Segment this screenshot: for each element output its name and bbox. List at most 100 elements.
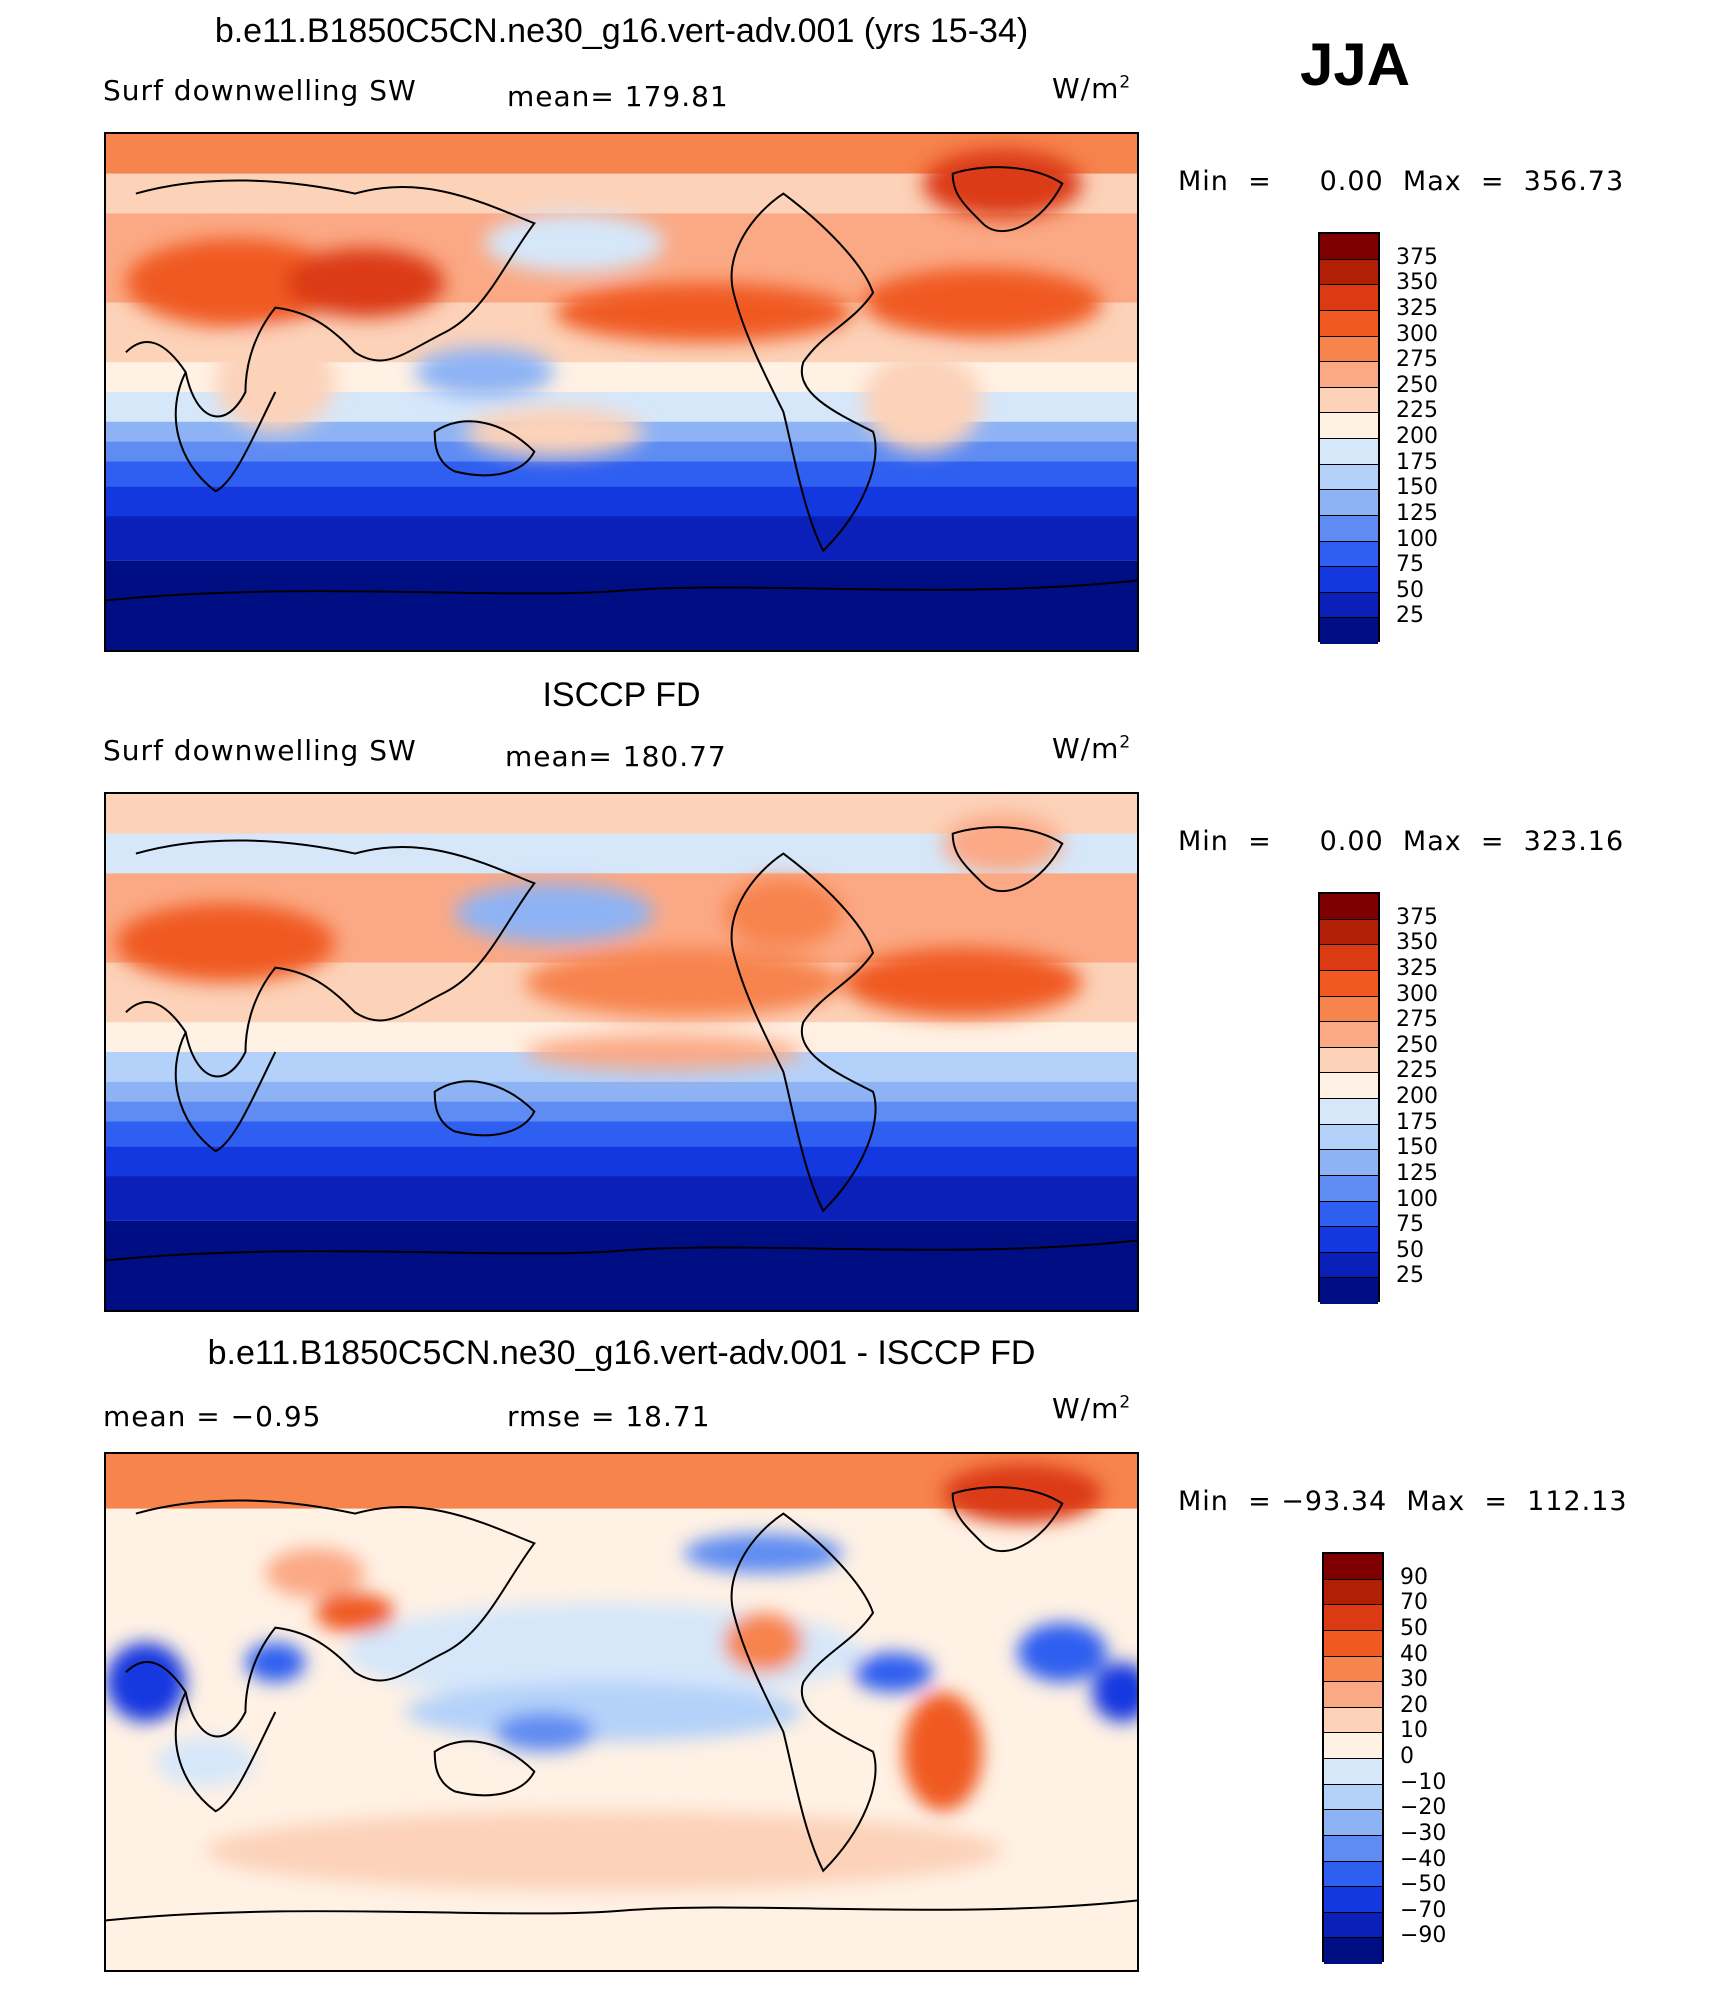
colorbar-tick-label: −30 bbox=[1400, 1820, 1447, 1846]
colorbar-cell bbox=[1320, 945, 1378, 971]
colorbar-cell bbox=[1320, 259, 1378, 286]
colorbar-cell bbox=[1320, 515, 1378, 542]
colorbar-tick-label: 225 bbox=[1396, 1058, 1438, 1084]
colorbar-tick-label: 150 bbox=[1396, 475, 1438, 501]
colorbar-tick-label: 275 bbox=[1396, 347, 1438, 373]
colorbar-cell bbox=[1320, 541, 1378, 568]
colorbar-tick-label: 50 bbox=[1396, 577, 1424, 603]
panel3-minmax: Min = −93.34 Max = 112.13 bbox=[1178, 1486, 1628, 1517]
colorbar-tick-label: 125 bbox=[1396, 500, 1438, 526]
colorbar-cell bbox=[1320, 1278, 1378, 1304]
colorbar-cell bbox=[1324, 1887, 1382, 1913]
colorbar-tick-label: 350 bbox=[1396, 270, 1438, 296]
colorbar-cell bbox=[1320, 362, 1378, 388]
colorbar-cell bbox=[1320, 567, 1378, 593]
panel2-map-svg bbox=[106, 794, 1137, 1310]
colorbar-cell bbox=[1324, 1810, 1382, 1836]
panel1-map-svg bbox=[106, 134, 1137, 650]
colorbar-tick-label: −40 bbox=[1400, 1846, 1447, 1872]
colorbar-cell bbox=[1324, 1579, 1382, 1606]
panel2-colorbar bbox=[1318, 892, 1380, 1304]
colorbar-cell bbox=[1324, 1630, 1382, 1657]
colorbar-cell bbox=[1320, 490, 1378, 516]
panel3-rmse-label: rmse = 18.71 bbox=[507, 1400, 711, 1433]
colorbar-cell bbox=[1324, 1912, 1382, 1939]
colorbar-tick-label: 300 bbox=[1396, 981, 1438, 1007]
panel3-units: W/m2 bbox=[1052, 1392, 1132, 1425]
colorbar-cell bbox=[1320, 310, 1378, 337]
colorbar-cell bbox=[1320, 1227, 1378, 1253]
colorbar-cell bbox=[1320, 387, 1378, 414]
colorbar-tick-label: 100 bbox=[1396, 526, 1438, 552]
panel3-mean-label: mean = −0.95 bbox=[103, 1400, 322, 1433]
colorbar-tick-label: 375 bbox=[1396, 244, 1438, 270]
season-label: JJA bbox=[1300, 31, 1411, 98]
colorbar-tick-label: 175 bbox=[1396, 1109, 1438, 1135]
colorbar-tick-label: 225 bbox=[1396, 398, 1438, 424]
colorbar-cell bbox=[1320, 1073, 1378, 1099]
colorbar-cell bbox=[1324, 1861, 1382, 1888]
colorbar-tick-label: 50 bbox=[1396, 1237, 1424, 1263]
colorbar-tick-label: 75 bbox=[1396, 1212, 1424, 1238]
colorbar-tick-label: 75 bbox=[1396, 552, 1424, 578]
colorbar-cell bbox=[1324, 1784, 1382, 1811]
colorbar-tick-label: 25 bbox=[1396, 603, 1424, 629]
colorbar-cell bbox=[1320, 618, 1378, 644]
colorbar-tick-label: −20 bbox=[1400, 1795, 1447, 1821]
colorbar-cell bbox=[1320, 1124, 1378, 1151]
colorbar-cell bbox=[1320, 1099, 1378, 1125]
colorbar-tick-label: 90 bbox=[1400, 1564, 1428, 1590]
colorbar-cell bbox=[1320, 996, 1378, 1023]
panel1-colorbar bbox=[1318, 232, 1380, 644]
colorbar-tick-label: 325 bbox=[1396, 295, 1438, 321]
panel2-minmax: Min = 0.00 Max = 323.16 bbox=[1178, 826, 1625, 857]
colorbar-cell bbox=[1324, 1656, 1382, 1683]
colorbar-tick-label: 40 bbox=[1400, 1641, 1428, 1667]
colorbar-tick-label: 275 bbox=[1396, 1007, 1438, 1033]
panel1-title: b.e11.B1850C5CN.ne30_g16.vert-adv.001 (y… bbox=[214, 12, 1029, 50]
panel3-title: b.e11.B1850C5CN.ne30_g16.vert-adv.001 - … bbox=[207, 1334, 1036, 1372]
colorbar-cell bbox=[1320, 1022, 1378, 1048]
colorbar-tick-label: 200 bbox=[1396, 1084, 1438, 1109]
panel1-minmax: Min = 0.00 Max = 356.73 bbox=[1178, 166, 1625, 197]
colorbar-cell bbox=[1324, 1938, 1382, 1964]
colorbar-tick-label: 250 bbox=[1396, 1032, 1438, 1058]
colorbar-tick-label: −10 bbox=[1400, 1769, 1447, 1795]
colorbar-cell bbox=[1320, 1150, 1378, 1176]
colorbar-tick-label: 350 bbox=[1396, 930, 1438, 956]
panel1-map bbox=[104, 132, 1139, 652]
colorbar-cell bbox=[1320, 285, 1378, 311]
colorbar-tick-label: 20 bbox=[1400, 1692, 1428, 1718]
colorbar-cell bbox=[1320, 439, 1378, 465]
panel1-variable-label: Surf downwelling SW bbox=[103, 74, 417, 107]
colorbar-cell bbox=[1320, 970, 1378, 997]
colorbar-tick-label: 150 bbox=[1396, 1135, 1438, 1161]
colorbar-cell bbox=[1320, 336, 1378, 363]
panel2-title: ISCCP FD bbox=[542, 676, 701, 714]
colorbar-tick-label: 0 bbox=[1400, 1744, 1414, 1769]
panel2-units: W/m2 bbox=[1052, 732, 1132, 765]
colorbar-tick-label: −50 bbox=[1400, 1872, 1447, 1898]
colorbar-cell bbox=[1320, 592, 1378, 619]
colorbar-tick-label: 325 bbox=[1396, 955, 1438, 981]
colorbar-cell bbox=[1324, 1759, 1382, 1785]
colorbar-tick-label: 300 bbox=[1396, 321, 1438, 347]
colorbar-tick-label: −90 bbox=[1400, 1923, 1447, 1949]
colorbar-cell bbox=[1320, 894, 1378, 920]
colorbar-cell bbox=[1320, 1047, 1378, 1074]
colorbar-tick-label: 25 bbox=[1396, 1263, 1424, 1289]
colorbar-tick-label: 10 bbox=[1400, 1718, 1428, 1744]
colorbar-cell bbox=[1324, 1605, 1382, 1631]
colorbar-cell bbox=[1324, 1682, 1382, 1708]
colorbar-cell bbox=[1320, 1201, 1378, 1228]
panel2-mean-label: mean= 180.77 bbox=[505, 740, 727, 773]
colorbar-tick-label: 125 bbox=[1396, 1160, 1438, 1186]
colorbar-cell bbox=[1324, 1733, 1382, 1759]
panel2-map bbox=[104, 792, 1139, 1312]
colorbar-tick-label: 50 bbox=[1400, 1615, 1428, 1641]
colorbar-cell bbox=[1324, 1707, 1382, 1734]
colorbar-cell bbox=[1324, 1835, 1382, 1862]
colorbar-tick-label: 375 bbox=[1396, 904, 1438, 930]
colorbar-tick-label: 200 bbox=[1396, 424, 1438, 449]
colorbar-tick-label: 100 bbox=[1396, 1186, 1438, 1212]
